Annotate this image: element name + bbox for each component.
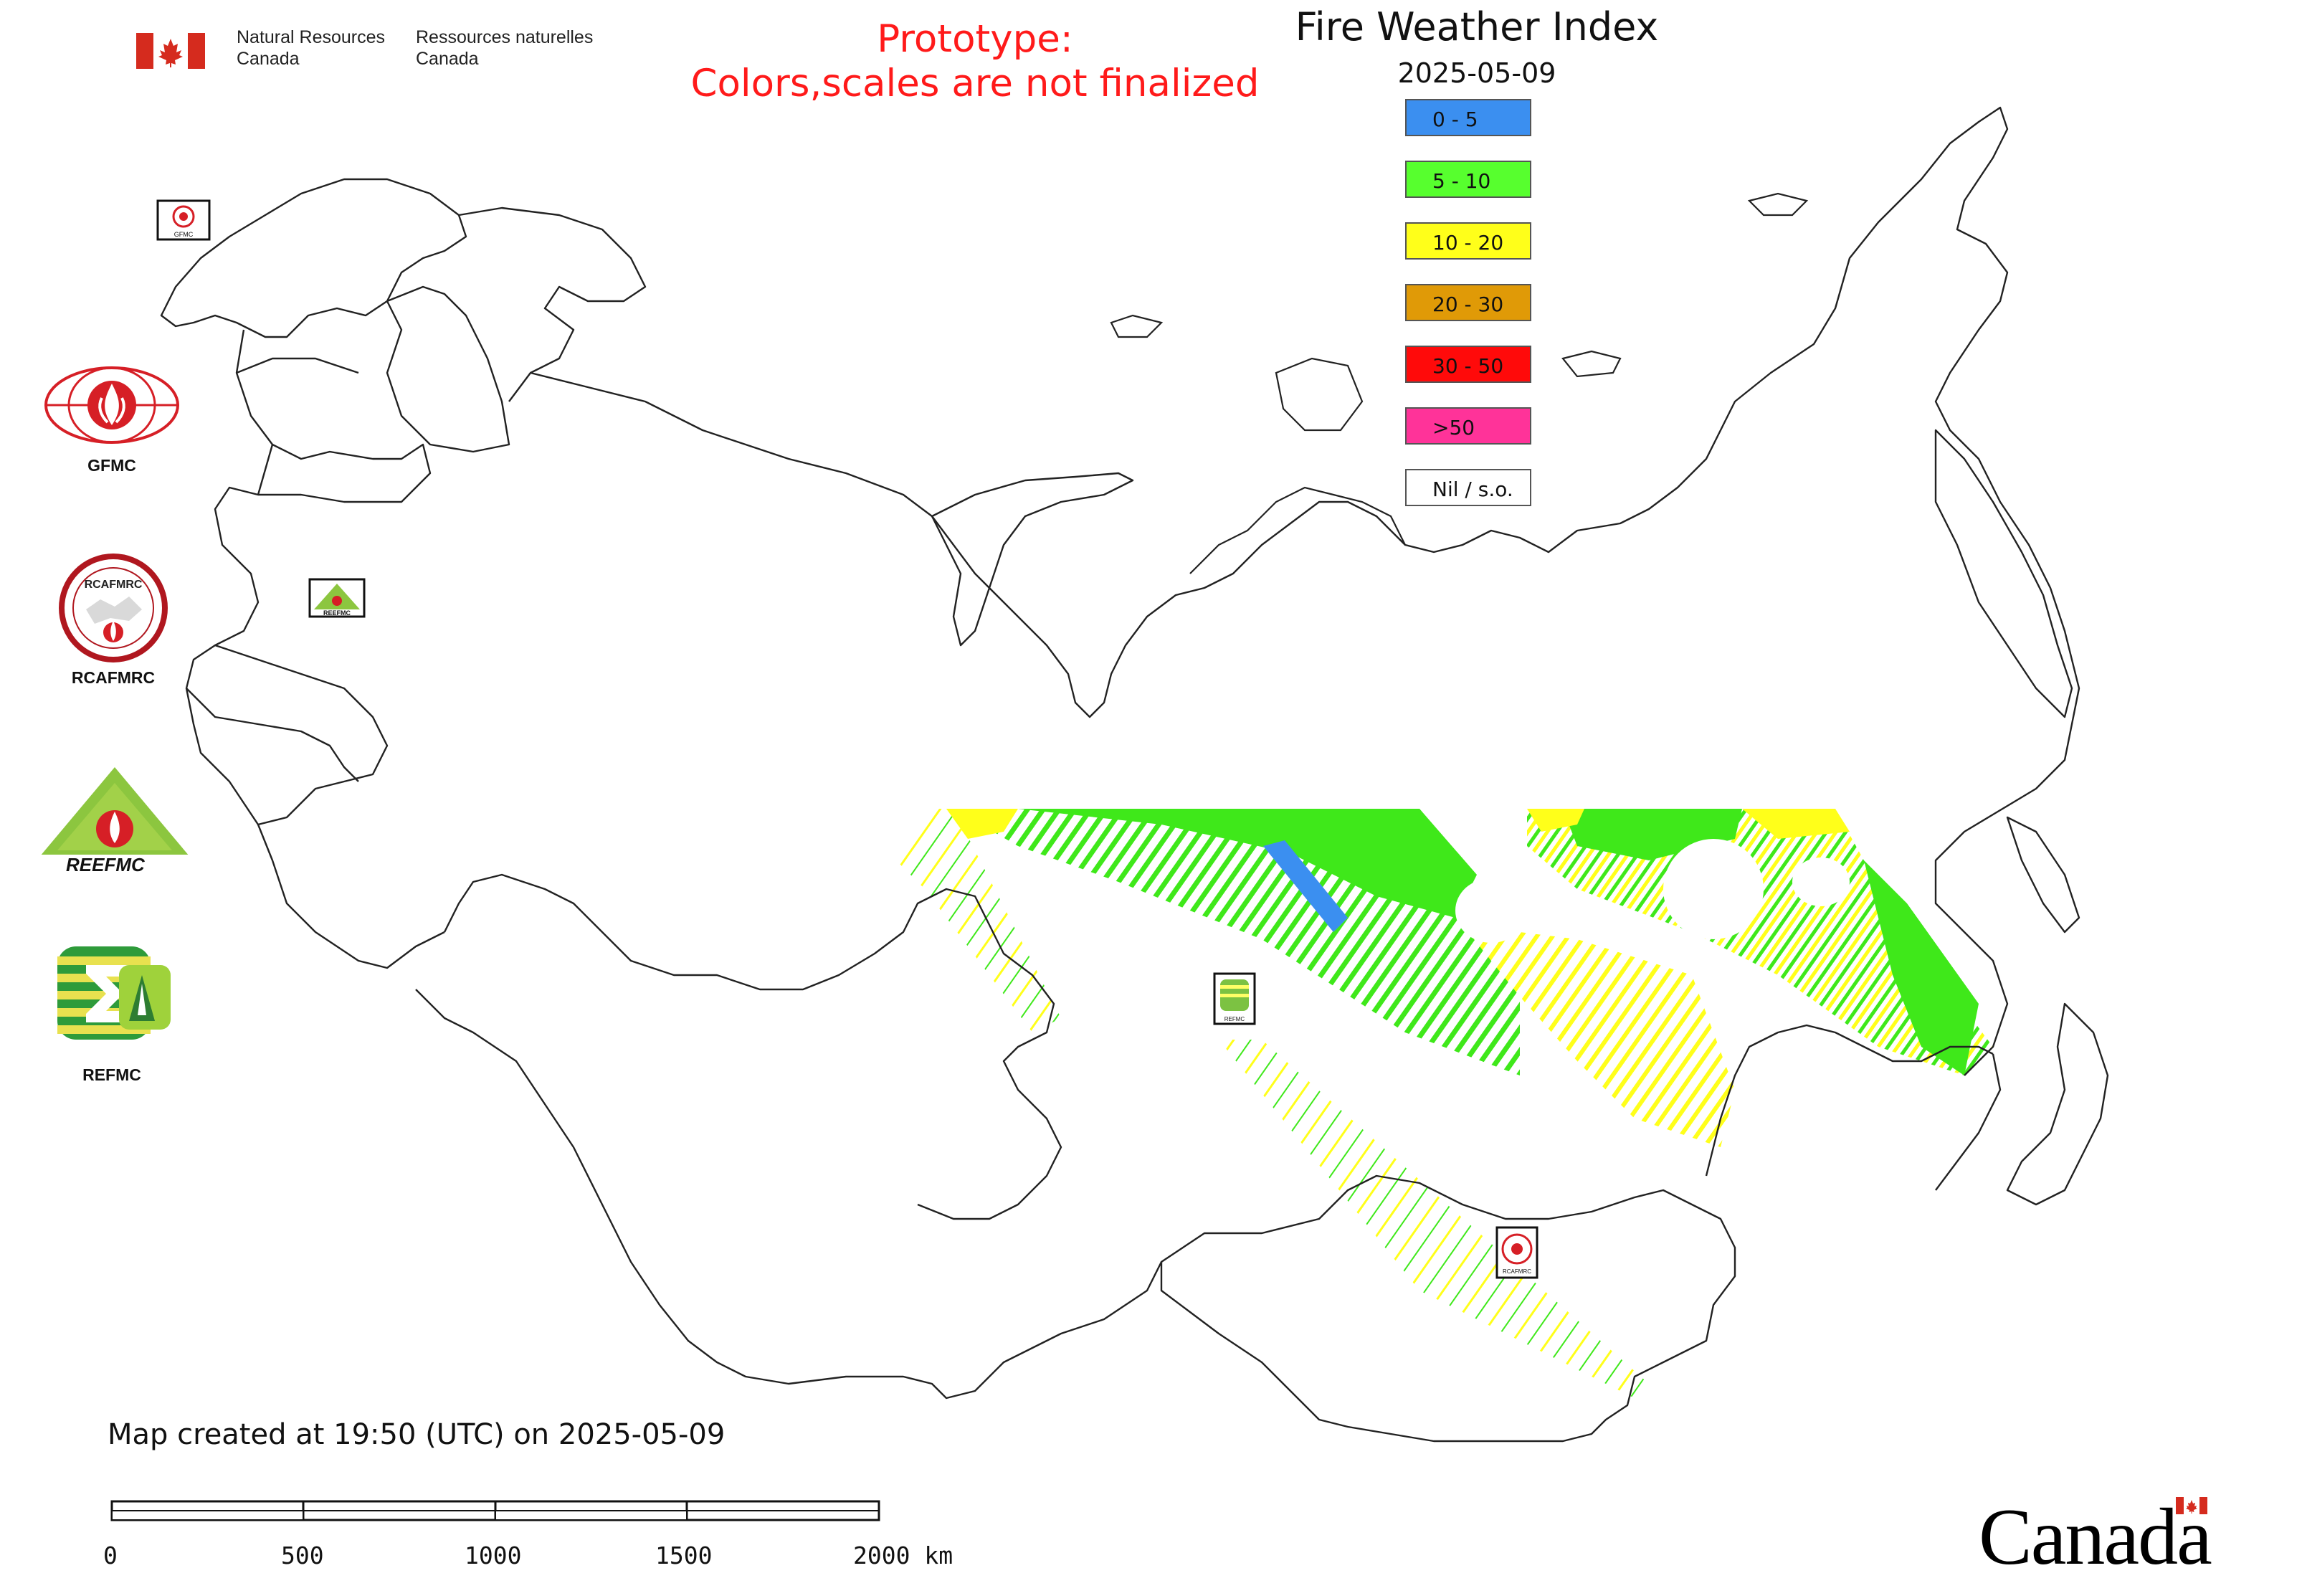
kamchatka-outline [1934, 429, 2073, 718]
map-marker-gfmc: GFMC [156, 199, 211, 241]
gfmc-logo-caption: GFMC [87, 456, 136, 475]
legend-item-20-30: 20 - 30 [1405, 284, 1531, 321]
nrcan-signature: Natural Resources Canada Ressources natu… [136, 27, 609, 77]
marker-rcafmrc-label: RCAFMRC [1503, 1268, 1531, 1275]
marker-reefmc-label: REEFMC [323, 609, 351, 617]
novaya-zemlya-outline [931, 472, 1134, 647]
map-marker-reefmc: REEFMC [308, 578, 366, 618]
internal-border-1 [236, 357, 359, 374]
kola-outline [458, 206, 647, 402]
fwi-sparse-west [896, 809, 1061, 1032]
korea-outline [1935, 1053, 2002, 1191]
fwi-green-far-east [1864, 860, 1979, 1075]
org-en-line1: Natural Resources [237, 27, 386, 47]
fwi-coverage [896, 809, 1993, 1398]
fwi-gap-3 [1792, 858, 1850, 906]
legend-date: 2025-05-09 [1397, 57, 1556, 89]
baltic-outline [185, 329, 432, 782]
franz-josef-land [1110, 314, 1164, 338]
legend-label: Nil / s.o. [1432, 478, 1513, 501]
fwi-gap-1 [1455, 878, 1527, 943]
rcafmrc-inner-text: RCAFMRC [85, 579, 143, 591]
wordmark-flag-icon [2176, 1497, 2207, 1514]
fwi-yellow-ne2 [1742, 809, 1850, 839]
refmc-logo [57, 946, 171, 1040]
legend-item-30-50: 30 - 50 [1405, 346, 1531, 383]
scale-bar-graphic [110, 1500, 880, 1521]
org-fr-line2: Canada [416, 49, 479, 69]
severnaya-zemlya [1275, 357, 1364, 432]
taymyr-coast [1189, 486, 1406, 574]
kazakhstan-outline [443, 873, 1062, 1220]
rcafmrc-logo-caption: RCAFMRC [71, 668, 156, 687]
scale-bar: 0 500 1000 1500 2000 km [93, 1491, 989, 1570]
new-siberian-islands [1561, 350, 1622, 378]
reefmc-logo: REEFMC [39, 767, 191, 873]
fwi-yellow-ne [1527, 809, 1584, 832]
legend-item-10-20: 10 - 20 [1405, 222, 1531, 260]
map-created-timestamp: Map created at 19:50 (UTC) on 2025-05-09 [108, 1418, 726, 1451]
wrangel-island [1747, 192, 1809, 217]
fwi-yellow-nw [946, 809, 1018, 839]
legend-item-0-5: 0 - 5 [1405, 99, 1531, 136]
fwi-gap-2 [1663, 839, 1764, 939]
legend-label: >50 [1432, 416, 1475, 440]
reefmc-logo-text: REEFMC [66, 854, 146, 873]
scale-label-500: 500 [281, 1542, 324, 1569]
caucasus-outline [257, 824, 445, 969]
scandinavia-outline [160, 178, 467, 338]
prototype-notice-line2: Colors,scales are not finalized [690, 62, 1260, 105]
refmc-logo-caption: REFMC [82, 1065, 141, 1084]
legend-item-over-50: >50 [1405, 407, 1531, 445]
marker-gfmc-label: GFMC [174, 231, 194, 238]
japan-outline [2006, 1002, 2109, 1206]
fwi-green-dense [1018, 809, 1477, 918]
marker-refmc-label: REFMC [1224, 1016, 1245, 1022]
ukraine-outline [185, 644, 389, 826]
legend-label: 30 - 50 [1432, 354, 1504, 378]
fwi-yellow-central [1462, 925, 1735, 1147]
org-en-line2: Canada [237, 49, 300, 69]
scale-label-1500: 1500 [655, 1542, 713, 1569]
legend-title: Fire Weather Index [1295, 4, 1659, 49]
fwi-green-east [1527, 809, 1993, 1075]
mongolia-outline [1160, 1174, 1736, 1443]
arctic-islands [1110, 192, 1809, 574]
scale-label-0: 0 [103, 1542, 118, 1569]
fwi-blue-patch [1263, 840, 1348, 932]
legend-label: 5 - 10 [1432, 169, 1491, 193]
sakhalin-outline [2006, 816, 2080, 934]
gfmc-logo [44, 366, 179, 444]
org-fr-line1: Ressources naturelles [416, 27, 594, 47]
legend-label: 10 - 20 [1432, 231, 1504, 255]
rcafmrc-logo: RCAFMRC [59, 554, 168, 662]
scale-label-1000: 1000 [465, 1542, 522, 1569]
legend-item-nil: Nil / s.o. [1405, 469, 1531, 506]
map-marker-rcafmrc: RCAFMRC [1495, 1226, 1538, 1279]
canada-flag-icon [136, 33, 205, 69]
prototype-notice-line1: Prototype: [877, 17, 1073, 61]
legend-label: 20 - 30 [1432, 293, 1504, 316]
central-asia-outline [415, 989, 1163, 1400]
internal-border-2 [257, 444, 274, 495]
scale-label-2000-km: 2000 km [853, 1542, 953, 1569]
country-outlines [160, 106, 2109, 1443]
finland-outline [386, 285, 510, 453]
legend-item-5-10: 5 - 10 [1405, 161, 1531, 198]
map-marker-refmc: REFMC [1213, 972, 1256, 1025]
legend-label: 0 - 5 [1432, 108, 1478, 131]
canada-wordmark: Canada [1979, 1493, 2212, 1582]
russia-outline [530, 106, 2080, 1076]
fwi-yellow-south-sparse [1219, 1040, 1649, 1398]
amur-border [1705, 1024, 1994, 1177]
